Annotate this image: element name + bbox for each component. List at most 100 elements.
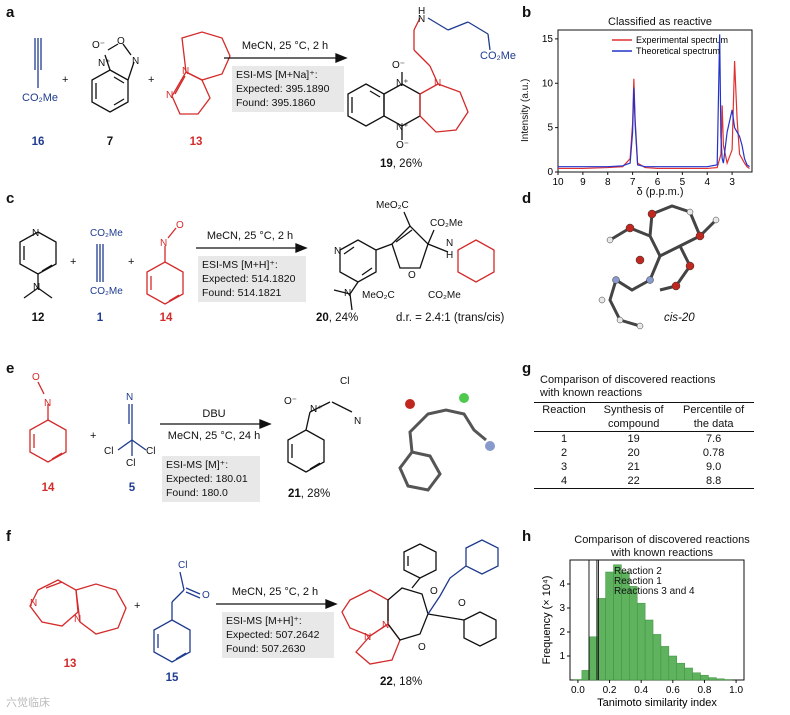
reactant-16-ester: CO₂Me — [22, 92, 59, 104]
chart-b-xtick-label: 4 — [704, 177, 710, 188]
comparison-table: Reaction Synthesis of Percentile of comp… — [534, 402, 754, 489]
table-row: 1 19 7.6 — [534, 432, 754, 447]
table-cell: 2 — [560, 447, 568, 459]
conditions-c: MeCN, 25 °C, 2 h — [206, 230, 294, 242]
table-header-reaction: Reaction — [542, 404, 586, 416]
chart-b-ytick-label: 5 — [547, 123, 553, 134]
atom-22-o1: O — [430, 586, 438, 597]
atom-13-n1: N — [166, 90, 174, 101]
chart-h-bar — [652, 634, 662, 681]
plus-c1: + — [70, 256, 77, 268]
chart-b-frame — [557, 29, 753, 173]
compound-id-16: 16 — [31, 136, 45, 148]
chart-h-xtick-label: 0.2 — [603, 685, 617, 696]
panel-label-e: e — [6, 360, 15, 377]
atom-7-n-plus: N⁺ — [98, 58, 111, 69]
esi-f-line3: Found: 507.2630 — [226, 643, 306, 655]
atom-15-cl: Cl — [178, 560, 188, 571]
conditions-e-top: DBU — [202, 408, 226, 420]
table-header-row-2: compound the data — [534, 417, 754, 432]
atom-20-n-anilino: N — [446, 238, 454, 249]
esi-a-line3: Found: 395.1860 — [236, 97, 316, 109]
esi-c-line3: Found: 514.1821 — [202, 287, 282, 299]
atom-22-n2: N — [364, 632, 372, 643]
table-row: 4 22 8.8 — [534, 474, 754, 489]
table-cell: 0.78 — [702, 447, 725, 459]
plus-a1: + — [62, 74, 69, 86]
conditions-a: MeCN, 25 °C, 2 h — [241, 40, 329, 52]
atom-13-n2: N — [182, 66, 190, 77]
table-header-synthesis: Synthesis of — [603, 404, 664, 416]
chart-h-ytick-label: 3 — [559, 603, 565, 614]
chart-h-ytick-label: 2 — [559, 627, 565, 638]
chart-h-bar — [668, 655, 678, 681]
atom-22-n1: N — [382, 620, 390, 631]
product-22-caption: 22, 18% — [380, 676, 422, 688]
yield-22: , 18% — [392, 676, 423, 688]
atom-1-ester-bottom: CO₂Me — [90, 286, 123, 297]
esi-box-f: ESI-MS [M+H]⁺: Expected: 507.2642 Found:… — [222, 612, 334, 658]
chart-b-xtick-label: 6 — [655, 177, 661, 188]
atom-20-co2me-top: CO₂Me — [430, 218, 463, 229]
atom-22-o2: O — [458, 598, 466, 609]
yield-19: , 26% — [392, 158, 423, 170]
table-cell: 1 — [560, 433, 568, 445]
atom-19-n-plus-bottom: N⁺ — [396, 122, 409, 133]
chart-h-bar — [692, 672, 701, 681]
atom-14-n: N — [160, 238, 168, 249]
compound-id-21: 21 — [288, 488, 301, 500]
compound-id-14-e: 14 — [41, 482, 55, 494]
panel-label-a: a — [6, 4, 15, 21]
compound-id-20: 20 — [316, 312, 329, 324]
atom-19-n-plus-top: N⁺ — [396, 78, 409, 89]
product-19-caption: 19, 26% — [380, 158, 422, 170]
table-header-percentile: Percentile of — [683, 404, 745, 416]
esi-a-line2: Expected: 395.1890 — [236, 83, 330, 95]
esi-f-line1: ESI-MS [M+H]⁺: — [226, 615, 302, 627]
product-20-caption: 20, 24% — [316, 312, 358, 324]
chart-h-bar — [629, 586, 638, 681]
atom-15-o: O — [202, 590, 210, 601]
atom-21-cl: Cl — [340, 376, 350, 387]
atom-20-h: H — [446, 250, 454, 261]
atom-21-o-minus: O⁻ — [284, 396, 298, 407]
chart-b-series-theoretical — [558, 34, 750, 168]
atom-5-cl2: Cl — [146, 446, 156, 457]
chart-h-xtick-label: 0.8 — [698, 685, 712, 696]
esi-c-line2: Expected: 514.1820 — [202, 273, 296, 285]
atom-13f-n2: N — [74, 614, 82, 625]
atom-19-h: H — [418, 6, 426, 17]
chart-b-title: Classified as reactive — [608, 16, 712, 28]
esi-e-line1: ESI-MS [M]⁺: — [166, 459, 229, 471]
compound-id-7: 7 — [106, 136, 114, 148]
chart-b-legend-label: Experimental spectrum — [636, 35, 728, 45]
atom-21-n-plus: N⁺ — [310, 404, 323, 415]
esi-f-line2: Expected: 507.2642 — [226, 629, 320, 641]
esi-box-c: ESI-MS [M+H]⁺: Expected: 514.1820 Found:… — [198, 256, 306, 302]
chart-b-ytick-label: 0 — [547, 167, 553, 178]
atom-14-o: O — [176, 220, 184, 231]
esi-e-line3: Found: 180.0 — [166, 487, 228, 499]
atom-7-n: N — [132, 56, 140, 67]
panel-label-d: d — [522, 190, 532, 207]
chart-h-bar — [605, 571, 614, 681]
plus-e: + — [90, 430, 97, 442]
esi-e-line2: Expected: 180.01 — [166, 473, 248, 485]
chart-h-bar — [660, 646, 670, 681]
atom-20-co2me-bottom: CO₂Me — [428, 290, 461, 301]
esi-c-line1: ESI-MS [M+H]⁺: — [202, 259, 278, 271]
compound-id-13-f: 13 — [63, 658, 77, 670]
table-cell: 8.8 — [705, 475, 722, 487]
chart-b-xtick-label: 8 — [605, 177, 611, 188]
chart-b-xtick-label: 9 — [580, 177, 586, 188]
conditions-e: MeCN, 25 °C, 24 h — [167, 430, 261, 442]
yield-20: , 24% — [328, 312, 359, 324]
chart-h-title: Comparison of discovered reactions with … — [552, 534, 772, 560]
atom-20-meo2c-bottom: MeO₂C — [362, 290, 395, 301]
chart-h-title-line1: Comparison of discovered reactions — [574, 534, 750, 546]
table-row: 3 21 9.0 — [534, 460, 754, 474]
